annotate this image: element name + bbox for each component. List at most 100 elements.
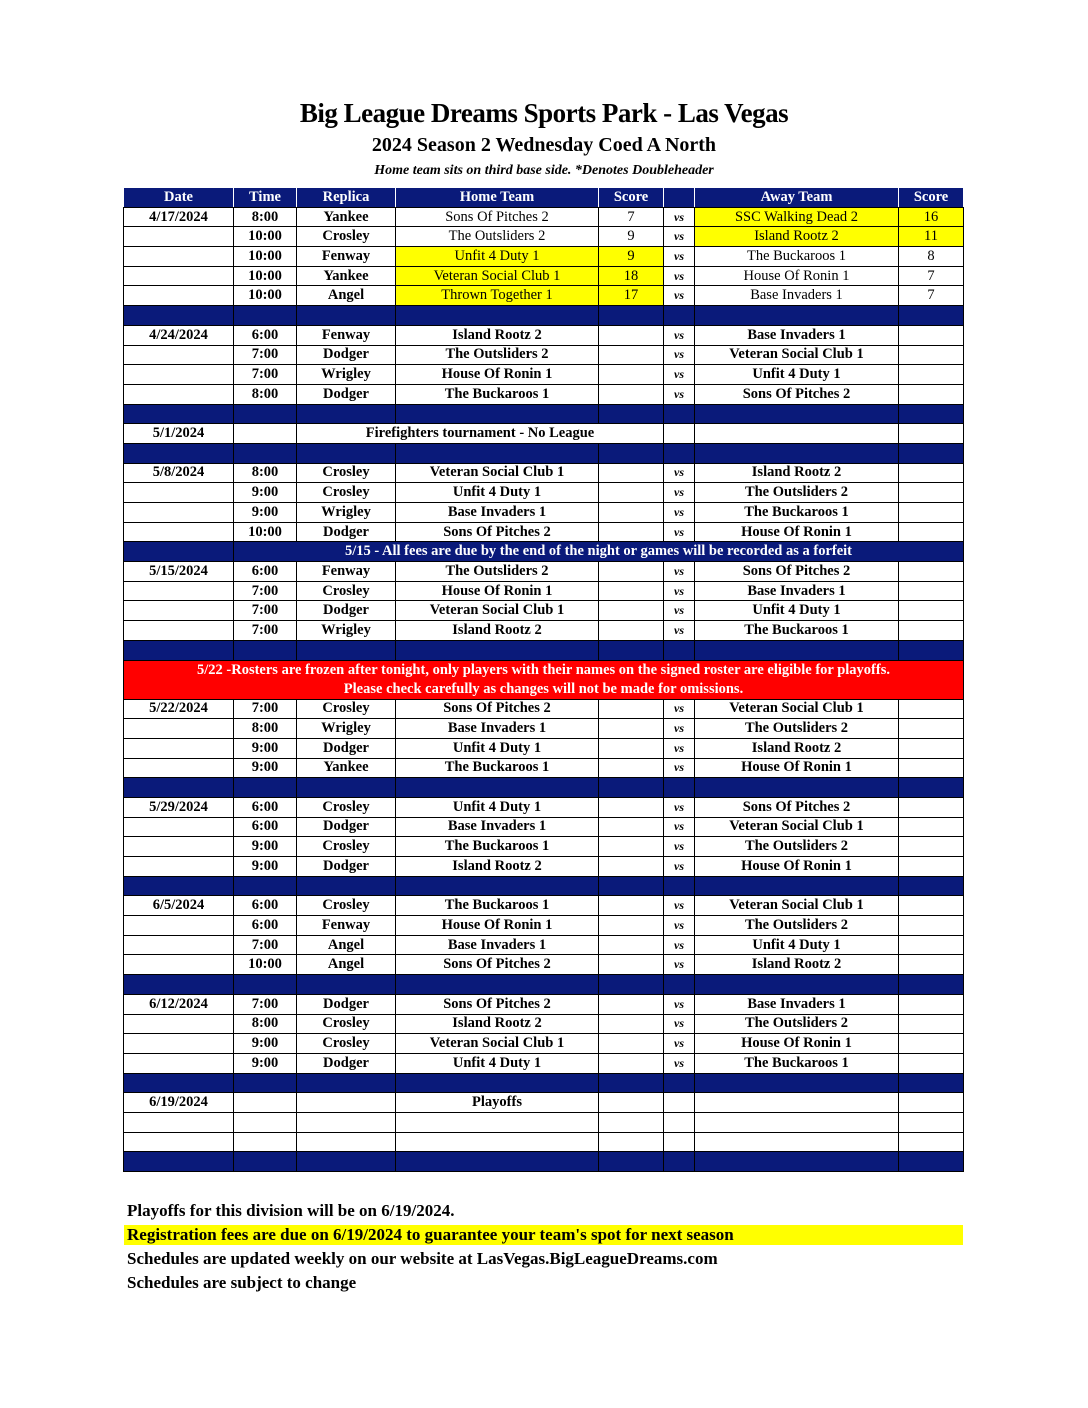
time-cell: 9:00 bbox=[233, 757, 297, 779]
away-score-cell bbox=[898, 521, 964, 543]
away-score-cell: 7 bbox=[898, 265, 964, 287]
date-cell bbox=[123, 934, 234, 956]
vs-cell: vs bbox=[663, 344, 695, 366]
separator-cell bbox=[123, 974, 234, 995]
separator-cell bbox=[694, 1151, 899, 1172]
home-team-cell: House Of Ronin 1 bbox=[395, 364, 599, 385]
time-cell: 7:00 bbox=[233, 698, 297, 720]
away-team-cell: Base Invaders 1 bbox=[694, 324, 899, 346]
separator-cell bbox=[296, 639, 396, 661]
away-score-cell bbox=[898, 620, 964, 641]
separator-cell bbox=[898, 1151, 964, 1172]
separator-cell bbox=[233, 442, 297, 464]
replica-cell: Crosley bbox=[296, 482, 396, 503]
replica-cell: Wrigley bbox=[296, 718, 396, 739]
away-team-cell: Island Rootz 2 bbox=[694, 954, 899, 976]
col-time: Time bbox=[233, 187, 297, 208]
separator-cell bbox=[395, 777, 599, 798]
away-team-cell: Base Invaders 1 bbox=[694, 580, 899, 602]
away-team-cell bbox=[694, 1131, 899, 1153]
separator-cell bbox=[663, 1151, 695, 1172]
home-team-cell: Unfit 4 Duty 1 bbox=[395, 482, 599, 503]
game-row: 7:00 Dodger The Outsliders 2 vs Veteran Soci… bbox=[123, 344, 964, 366]
footer-change: Schedules are subject to change bbox=[127, 1273, 357, 1292]
week-separator bbox=[123, 403, 964, 425]
time-cell: 10:00 bbox=[233, 521, 297, 543]
separator-cell bbox=[598, 442, 664, 464]
date-cell bbox=[123, 482, 234, 503]
replica-cell bbox=[296, 1131, 396, 1153]
home-team-cell: Base Invaders 1 bbox=[395, 934, 599, 956]
away-score-cell bbox=[898, 600, 964, 622]
replica-cell: Angel bbox=[296, 954, 396, 976]
home-team-cell: The Buckaroos 1 bbox=[395, 836, 599, 857]
col-away-team: Away Team bbox=[694, 187, 899, 208]
game-row: 9:00 Yankee The Buckaroos 1 vs House Of Roni… bbox=[123, 757, 964, 779]
away-team-cell: The Outsliders 2 bbox=[694, 915, 899, 936]
away-score-cell bbox=[898, 1052, 964, 1074]
separator-cell bbox=[395, 1151, 599, 1172]
home-score-cell bbox=[598, 1111, 664, 1133]
vs-cell: vs bbox=[663, 226, 695, 248]
time-cell: 10:00 bbox=[233, 285, 297, 307]
separator-cell bbox=[663, 442, 695, 464]
away-score-cell bbox=[898, 934, 964, 956]
home-team-cell: Island Rootz 2 bbox=[395, 324, 599, 346]
game-row: 9:00 Dodger Unfit 4 Duty 1 vs Island Rootz 2 bbox=[123, 737, 964, 759]
away-team-cell: House Of Ronin 1 bbox=[694, 265, 899, 287]
separator-cell bbox=[598, 1072, 664, 1094]
separator-cell bbox=[598, 403, 664, 425]
vs-cell: vs bbox=[663, 383, 695, 405]
table-header: Date Time Replica Home Team Score Away T… bbox=[123, 187, 964, 208]
home-team-cell: The Buckaroos 1 bbox=[395, 383, 599, 405]
time-cell: 9:00 bbox=[233, 482, 297, 503]
home-score-cell: 18 bbox=[598, 265, 664, 287]
away-team-cell: Base Invaders 1 bbox=[694, 993, 899, 1015]
separator-cell bbox=[898, 777, 964, 798]
time-cell: 7:00 bbox=[233, 993, 297, 1015]
separator-cell bbox=[663, 974, 695, 995]
away-score-cell bbox=[898, 383, 964, 405]
replica-cell: Fenway bbox=[296, 915, 396, 936]
vs-cell: vs bbox=[663, 482, 695, 503]
separator-cell bbox=[598, 875, 664, 897]
vs-cell: vs bbox=[663, 364, 695, 385]
game-row: 5/15/2024 6:00 Fenway The Outsliders 2 vs Son… bbox=[123, 561, 964, 582]
away-team-cell: House Of Ronin 1 bbox=[694, 1033, 899, 1054]
vs-cell: vs bbox=[663, 757, 695, 779]
separator-cell bbox=[395, 639, 599, 661]
replica-cell: Crosley bbox=[296, 1013, 396, 1035]
game-row: 4/24/2024 6:00 Fenway Island Rootz 2 vs Base … bbox=[123, 324, 964, 346]
home-score-cell bbox=[598, 915, 664, 936]
game-row: 4/17/2024 8:00 Yankee Sons Of Pitches 2 7 vs S… bbox=[123, 206, 964, 228]
away-team-cell: Veteran Social Club 1 bbox=[694, 895, 899, 917]
separator-cell bbox=[694, 305, 899, 326]
vs-cell bbox=[663, 1092, 695, 1113]
date-cell bbox=[123, 580, 234, 602]
game-row: 8:00 Dodger The Buckaroos 1 vs Sons Of Pitch… bbox=[123, 383, 964, 405]
time-cell: 8:00 bbox=[233, 206, 297, 228]
replica-cell: Dodger bbox=[296, 344, 396, 366]
separator-cell bbox=[598, 305, 664, 326]
game-row: 6/19/2024 Playoffs bbox=[123, 1092, 964, 1113]
away-team-cell: Sons Of Pitches 2 bbox=[694, 383, 899, 405]
home-score-cell bbox=[598, 502, 664, 523]
away-score-cell: 11 bbox=[898, 226, 964, 248]
away-team-cell: The Buckaroos 1 bbox=[694, 1052, 899, 1074]
separator-cell bbox=[598, 639, 664, 661]
separator-cell bbox=[694, 1072, 899, 1094]
time-cell: 6:00 bbox=[233, 796, 297, 818]
away-score-cell: 16 bbox=[898, 206, 964, 228]
game-row bbox=[123, 1131, 964, 1153]
vs-cell bbox=[663, 1131, 695, 1153]
time-cell: 8:00 bbox=[233, 718, 297, 739]
alert-text: 5/22 -Rosters are frozen after tonight, … bbox=[123, 659, 964, 700]
home-score-cell bbox=[598, 1013, 664, 1035]
away-score-cell: 8 bbox=[898, 246, 964, 267]
time-cell: 6:00 bbox=[233, 895, 297, 917]
replica-cell: Fenway bbox=[296, 246, 396, 267]
away-team-cell: Veteran Social Club 1 bbox=[694, 698, 899, 720]
home-team-cell: Island Rootz 2 bbox=[395, 1013, 599, 1035]
home-score-cell bbox=[598, 344, 664, 366]
vs-cell: vs bbox=[663, 462, 695, 484]
